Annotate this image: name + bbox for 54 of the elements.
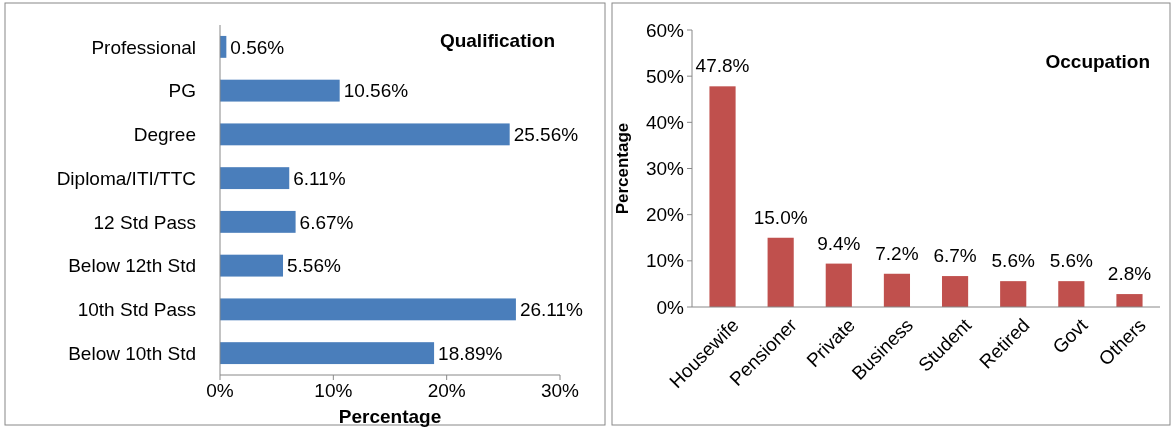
y-tick-label: 10% [645,250,685,272]
y-tick-label: Degree [133,124,196,146]
data-label: 7.2% [875,242,919,264]
data-label: 15.0% [753,206,808,228]
bar [220,210,296,233]
x-tick-label: 0% [206,380,234,401]
y-tick-label: Professional [91,36,196,58]
data-label: 2.8% [1107,263,1152,285]
y-tick-label: 50% [645,65,685,87]
y-tick-label: PG [168,80,196,102]
text: Occupation [1045,51,1150,72]
chart-title: Qualification [439,30,555,51]
bar [825,263,852,307]
bar [767,237,794,307]
data-label: 18.89% [438,342,503,364]
data-label: 26.11% [519,299,584,321]
bar [220,123,510,146]
y-tick-label: Diploma/ITI/TTC [56,167,196,189]
x-tick-label: 20% [427,380,466,401]
data-label: 6.7% [933,245,977,267]
x-axis-title: Percentage [338,406,442,427]
data-label: 47.8% [695,55,750,77]
y-tick-label: 0% [656,296,685,318]
data-label: 5.6% [991,250,1035,272]
y-axis-title: Percentage [613,122,632,215]
bar [220,298,516,321]
data-label: 9.4% [817,232,861,254]
data-label: 10.56% [343,80,409,102]
bar [883,273,911,307]
y-tick-label: 40% [645,111,685,133]
y-tick-label: 10th Std Pass [77,299,196,321]
data-label: 5.6% [1049,250,1094,272]
bar [220,167,290,190]
data-label: 5.56% [287,255,341,277]
data-label: 6.67% [299,211,354,233]
bar [1058,281,1085,307]
y-tick-label: Below 10th Std [68,342,196,364]
bar [220,79,340,102]
bar [1000,281,1027,307]
data-label: 25.56% [513,124,579,146]
bar [709,86,736,307]
y-tick-label: 12 Std Pass [93,211,196,233]
y-tick-label: Below 12th Std [68,255,196,277]
bar [220,254,284,277]
x-tick-label: 10% [314,380,353,401]
data-label: 6.11% [293,167,346,189]
y-tick-label: 30% [645,158,685,180]
y-tick-label: 20% [645,204,685,226]
bar [220,342,435,365]
bar [1116,294,1143,307]
x-tick-label: 30% [540,380,580,401]
bar [941,276,969,307]
y-tick-label: 60% [645,19,685,41]
data-label: 0.56% [230,36,285,58]
